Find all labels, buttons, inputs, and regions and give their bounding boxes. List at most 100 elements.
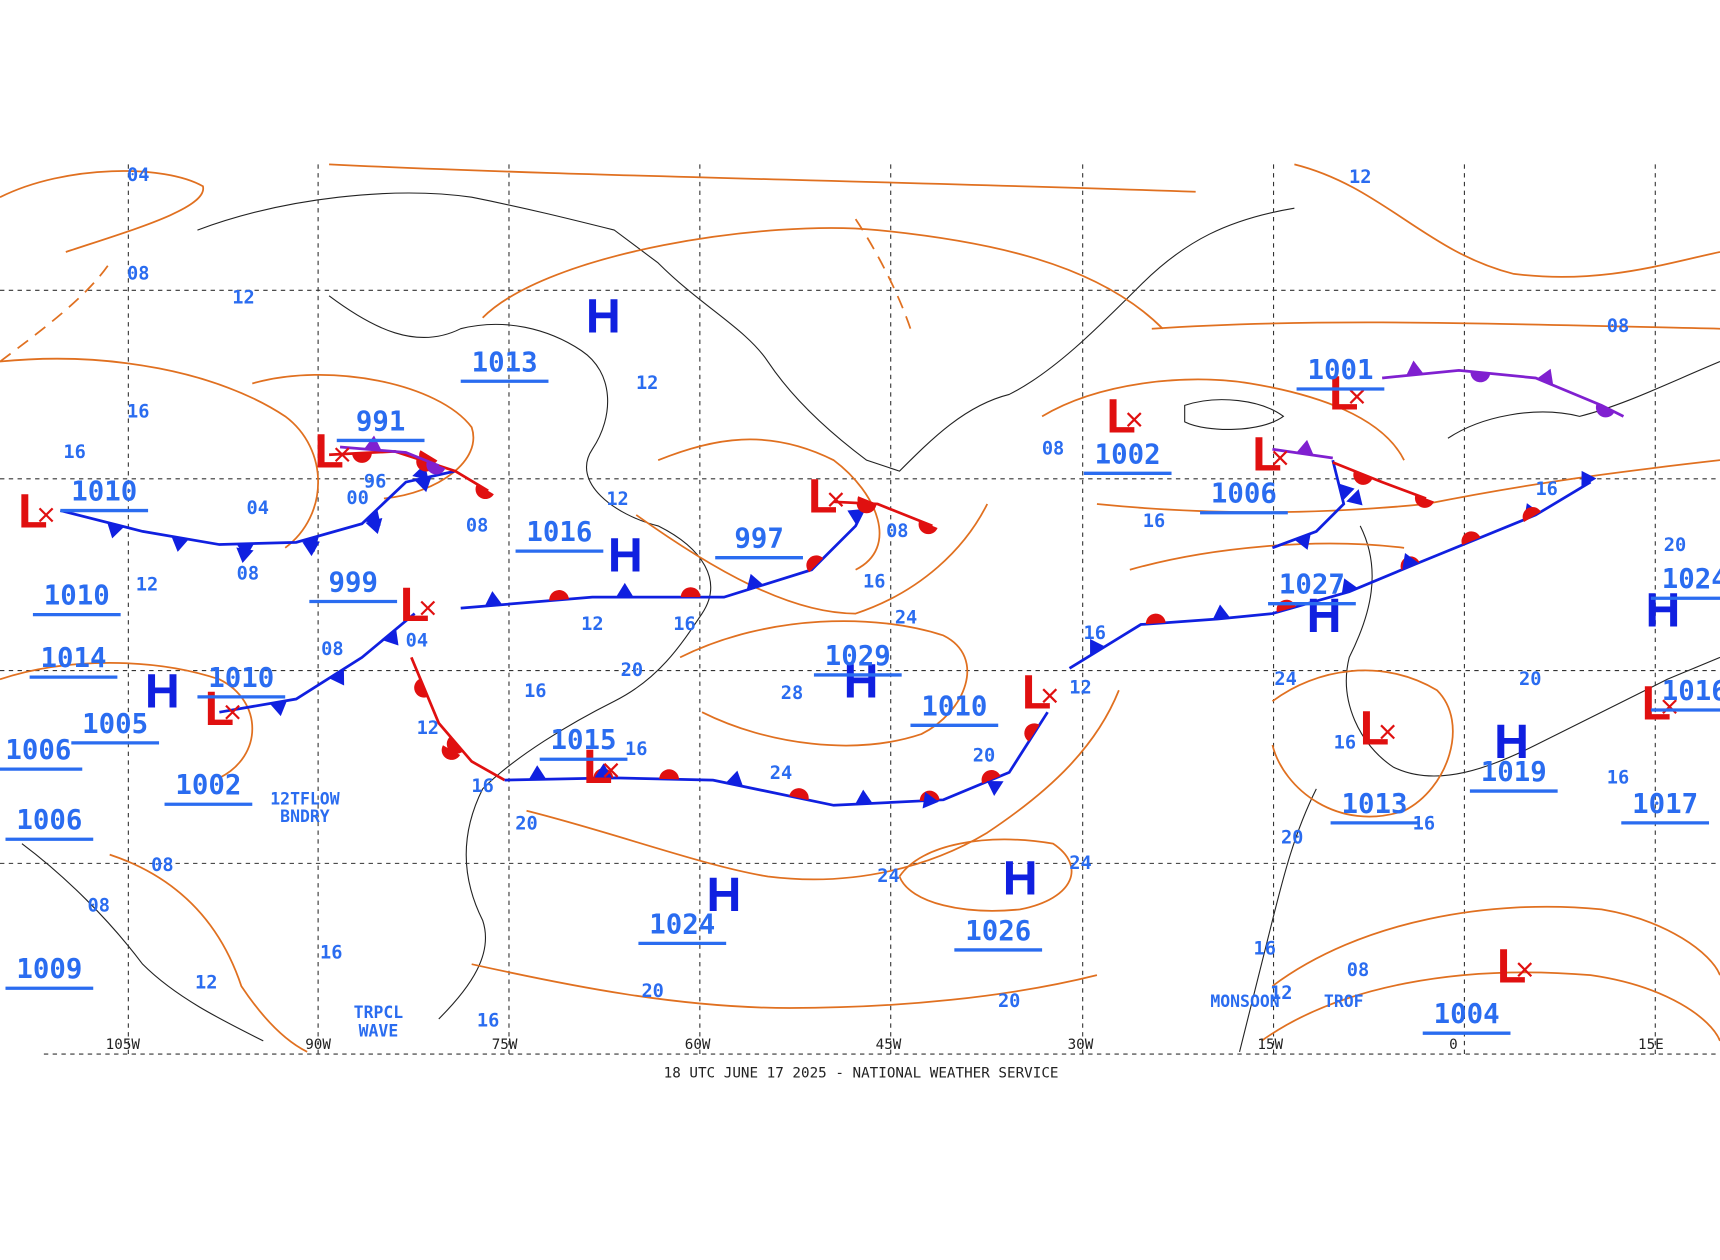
longitude-label: 30W	[1068, 1037, 1094, 1053]
longitude-label: 15E	[1638, 1037, 1664, 1053]
isobar-label: 16	[1254, 938, 1276, 959]
isobar-label: 20	[621, 660, 643, 681]
isobar-label: 16	[1607, 767, 1629, 788]
pressure-label: 1006	[16, 805, 82, 836]
front-semicircle	[426, 460, 446, 475]
isobar-label: 04	[127, 165, 149, 186]
isobar-label: 20	[515, 813, 537, 834]
isobar-label: 20	[1281, 828, 1303, 849]
front-semicircle	[352, 452, 372, 463]
isobar-label: 08	[1607, 316, 1629, 337]
pressure-label: 1005	[82, 709, 148, 740]
isobar-label: 16	[127, 401, 149, 422]
front-line	[1271, 459, 1346, 550]
isobar-label: 08	[466, 515, 488, 536]
pressure-label: 1006	[1211, 479, 1277, 510]
front-triangle	[725, 770, 744, 787]
isobar-label: 12	[1069, 678, 1091, 699]
front-line	[59, 469, 456, 546]
front-triangle	[1406, 360, 1424, 376]
longitude-label: 75W	[492, 1037, 518, 1053]
front-line	[1382, 368, 1625, 418]
isobar-label: 16	[320, 943, 342, 964]
isobar-label: 04	[406, 630, 428, 651]
pressure-label: 1010	[44, 581, 110, 612]
front-semicircle	[659, 769, 679, 780]
low-x	[334, 447, 350, 463]
low-x	[1126, 412, 1142, 427]
pressure-label: 1026	[965, 916, 1031, 947]
isobar-label: 16	[524, 681, 546, 702]
isobar-label: 20	[641, 981, 663, 1002]
isobar-label: 08	[151, 855, 173, 876]
low-x	[1517, 962, 1533, 978]
isobar-label: 20	[1519, 669, 1541, 690]
pressure-label: 1010	[208, 663, 274, 694]
feature-label: TROF	[1324, 992, 1364, 1011]
pressure-label: 1015	[551, 725, 617, 756]
high-symbol: H	[844, 655, 879, 709]
isobar-label: 12	[636, 373, 658, 394]
isobar-label: 16	[471, 776, 493, 797]
front-triangle	[528, 765, 547, 780]
front-semicircle	[414, 678, 428, 698]
pressure-label: 1002	[175, 770, 241, 801]
isobar-label: 12	[417, 718, 439, 739]
front-line	[833, 500, 933, 528]
front-line	[329, 450, 489, 493]
isobar-label: 24	[1069, 853, 1091, 874]
feature-label: MONSOON	[1210, 992, 1279, 1011]
isobar-label: 24	[877, 866, 899, 887]
front-semicircle	[806, 555, 824, 573]
isobar-label: 28	[781, 683, 803, 704]
feature-label: 12TFLOW	[270, 789, 339, 808]
front-triangle	[1341, 578, 1358, 595]
front-semicircle	[1024, 723, 1040, 742]
front-semicircle	[446, 736, 464, 754]
front-triangle	[1338, 483, 1355, 501]
front-semicircle	[1522, 507, 1541, 522]
isobar-label: 16	[1334, 732, 1356, 753]
isobar-label: 12	[232, 288, 254, 309]
front-semicircle	[1414, 494, 1435, 508]
isobar-label: 16	[63, 442, 85, 463]
front-semicircle	[789, 788, 809, 801]
feature-label: BNDRY	[280, 807, 330, 826]
pressure-label: 997	[734, 524, 784, 555]
front-triangle	[1294, 533, 1311, 550]
front-triangle	[382, 628, 399, 646]
pressure-label: 1006	[5, 735, 71, 766]
front-triangle	[616, 582, 634, 598]
front-semicircle	[1470, 371, 1491, 383]
pressure-label: 1029	[825, 641, 891, 672]
isobar-label: 08	[127, 263, 149, 284]
isobar-label: 08	[886, 521, 908, 542]
low-x	[1272, 450, 1288, 466]
isobar-label: 24	[1274, 669, 1296, 690]
longitude-label: 105W	[106, 1037, 141, 1053]
front-triangle	[236, 547, 254, 563]
pressure-label: 1016	[526, 517, 592, 548]
front-triangle	[364, 435, 382, 451]
front-triangle	[269, 700, 287, 717]
high-symbol: H	[145, 664, 180, 718]
low-x	[38, 507, 54, 523]
high-symbol: H	[707, 868, 742, 922]
pressure-label: 1027	[1279, 570, 1345, 601]
pressure-label: 1016	[1662, 676, 1720, 707]
graticule	[0, 164, 1720, 1055]
front-triangle	[986, 781, 1004, 797]
front-triangle	[1296, 439, 1314, 456]
pressure-label: 991	[356, 406, 406, 437]
front-triangle	[855, 789, 873, 805]
low-x	[603, 762, 619, 778]
isobar-label: 20	[973, 746, 995, 767]
pressure-label: 1013	[472, 347, 538, 378]
longitude-label: 90W	[305, 1037, 331, 1053]
isobar-label: 16	[1413, 813, 1435, 834]
front-semicircle	[1353, 471, 1373, 485]
front-line	[1332, 461, 1427, 500]
front-triangle	[1212, 604, 1231, 620]
pressure-label: 1014	[40, 643, 106, 674]
